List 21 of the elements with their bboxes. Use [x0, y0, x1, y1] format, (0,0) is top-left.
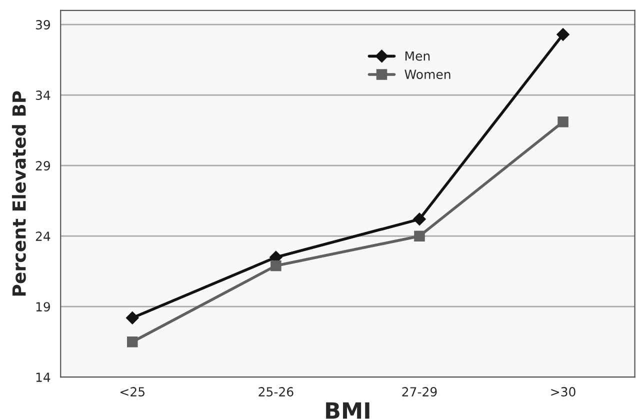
point [556, 28, 570, 41]
point [558, 116, 568, 128]
y-tick-label: 19 [36, 302, 50, 312]
x-tick-label: >30 [551, 387, 576, 396]
y-tick-label: 24 [36, 232, 50, 241]
x-tick-label: <25 [120, 387, 144, 396]
point [126, 311, 139, 324]
y-axis-title: Percent Elevated BP [12, 91, 26, 296]
point [127, 336, 138, 348]
legend-label: Women [404, 70, 450, 80]
y-tick-label: 29 [36, 161, 50, 171]
y-tick-label: 34 [36, 90, 50, 100]
point [413, 212, 426, 226]
point [414, 230, 425, 242]
x-tick-label: 27-29 [402, 387, 437, 396]
legend-label: Men [405, 51, 430, 61]
y-tick-label: 39 [36, 20, 50, 30]
x-axis-title: BMI [326, 402, 370, 419]
x-tick-label: 25-26 [258, 387, 294, 396]
point [270, 260, 282, 272]
y-tick-label: 14 [36, 372, 50, 382]
